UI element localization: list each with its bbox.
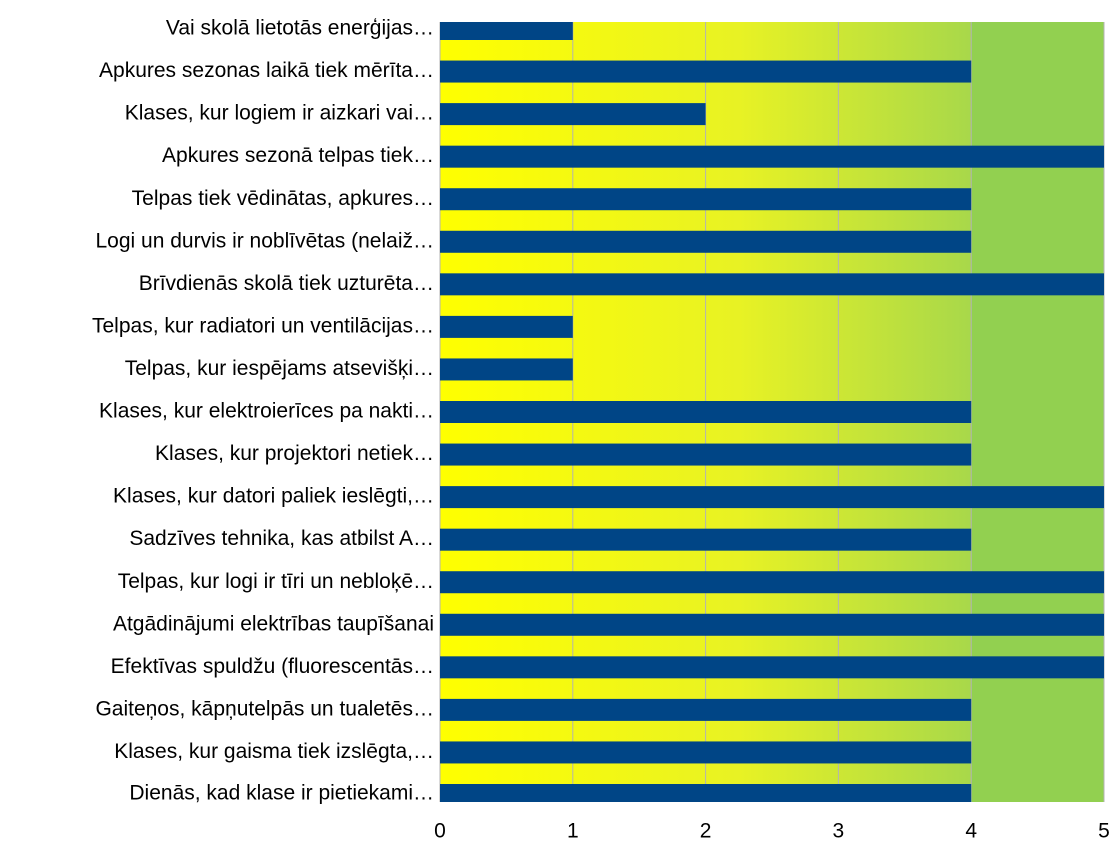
y-tick-label: Gaiteņos, kāpņutelpās un tualetēs… [95, 697, 434, 720]
y-tick-label: Apkures sezonā telpas tiek… [162, 144, 434, 167]
y-tick-label: Telpas, kur radiatori un ventilācijas… [92, 314, 434, 337]
bar [440, 358, 573, 381]
bar [440, 60, 972, 83]
bar [440, 528, 972, 551]
y-tick-label: Efektīvas spuldžu (fluorescentās… [111, 655, 434, 678]
bar [440, 315, 573, 338]
y-tick-label: Sadzīves tehnika, kas atbilst A… [129, 527, 434, 550]
bar [440, 188, 972, 211]
y-tick-label: Klases, kur datori paliek ieslēgti,… [113, 485, 434, 508]
y-tick-label: Klases, kur gaisma tiek izslēgta,… [114, 740, 434, 763]
y-tick-label: Telpas, kur iespējams atsevišķi… [125, 357, 434, 380]
y-tick-label: Klases, kur logiem ir aizkari vai… [125, 102, 434, 125]
y-tick-label: Brīvdienās skolā tiek uzturēta… [139, 272, 434, 295]
x-tick-label: 2 [700, 820, 712, 841]
x-tick-label: 1 [567, 820, 579, 841]
x-tick-label: 3 [833, 820, 845, 841]
x-tick-label: 4 [965, 820, 977, 841]
bar [440, 145, 1104, 168]
bar [440, 22, 573, 40]
bar [440, 656, 1104, 679]
bar [440, 698, 972, 721]
y-tick-label: Atgādinājumi elektrības taupīšanai [113, 612, 434, 635]
y-tick-label: Vai skolā lietotās enerģijas… [166, 17, 434, 40]
y-tick-label: Klases, kur elektroierīces pa nakti… [99, 400, 434, 423]
bar [440, 103, 706, 126]
bar [440, 613, 1104, 636]
bar [440, 741, 972, 764]
bar [440, 273, 1104, 296]
bar [440, 486, 1104, 509]
y-tick-label: Telpas, kur logi ir tīri un nebloķē… [118, 570, 434, 593]
x-tick-label: 5 [1098, 820, 1110, 841]
y-tick-label: Telpas tiek vēdinātas, apkures… [132, 187, 434, 210]
y-tick-label: Logi un durvis ir noblīvētas (nelaiž… [95, 229, 434, 252]
y-tick-label: Dienās, kad klase ir pietiekami… [129, 782, 434, 805]
bar [440, 571, 1104, 594]
bar [440, 230, 972, 253]
bar [440, 401, 972, 423]
y-tick-label: Klases, kur projektori netiek… [155, 442, 434, 465]
y-tick-label: Apkures sezonas laikā tiek mērīta… [99, 59, 434, 82]
x-tick-label: 0 [434, 820, 446, 841]
bar [440, 443, 972, 466]
bar [440, 784, 972, 802]
